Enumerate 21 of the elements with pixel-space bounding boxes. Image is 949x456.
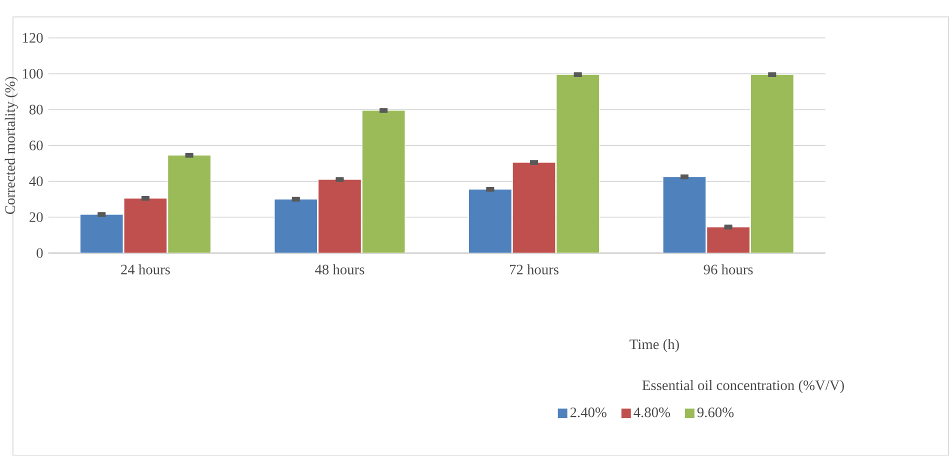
y-tick-label: 120 xyxy=(22,33,43,43)
x-tick-label: 72 hours xyxy=(510,264,558,275)
legend-title: Essential oil concentration (%V/V) xyxy=(642,380,844,394)
y-axis-title: Corrected mortality (%) xyxy=(4,77,18,214)
bar xyxy=(124,198,168,254)
bar xyxy=(318,179,362,254)
y-tick-label: 20 xyxy=(30,212,43,222)
y-tick-label: 60 xyxy=(30,140,43,150)
x-tick-label: 24 hours xyxy=(121,264,170,275)
y-tick-label: 40 xyxy=(29,176,43,186)
x-axis-title: Time (h) xyxy=(630,339,679,352)
y-tick-label: 100 xyxy=(22,68,43,79)
bar xyxy=(706,226,750,254)
legend-label: 2.40% xyxy=(570,408,606,418)
x-tick-label: 96 hours xyxy=(704,264,753,275)
y-tick-label: 80 xyxy=(29,104,43,115)
x-tick-label: 48 hours xyxy=(315,264,364,275)
bar xyxy=(512,162,556,254)
y-tick-label: 0 xyxy=(36,248,43,258)
legend-label: 9.60% xyxy=(697,408,734,418)
legend-label: 4.80% xyxy=(634,408,670,418)
